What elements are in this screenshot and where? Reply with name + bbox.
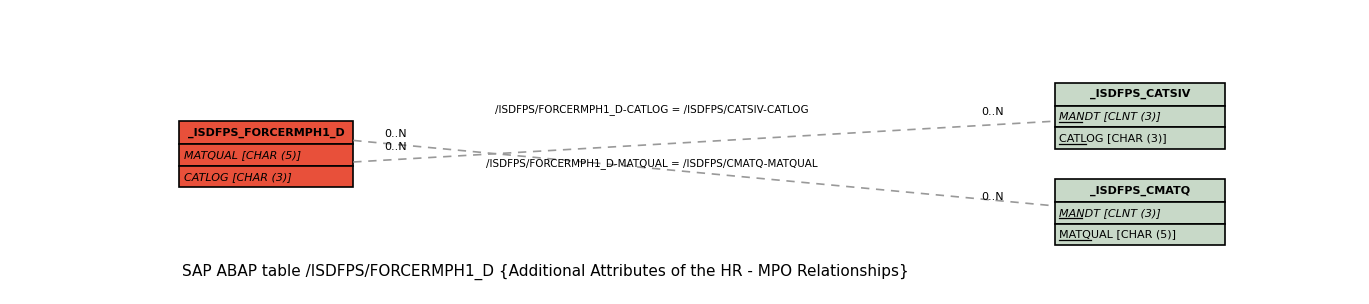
- Bar: [1054, 223, 1225, 245]
- Bar: [1054, 127, 1225, 149]
- Bar: [1054, 202, 1225, 223]
- Bar: [1054, 83, 1225, 106]
- Bar: [179, 144, 353, 166]
- Text: 0..N: 0..N: [982, 192, 1003, 202]
- Text: MATQUAL [CHAR (5)]: MATQUAL [CHAR (5)]: [183, 150, 301, 160]
- Text: MANDT [CLNT (3)]: MANDT [CLNT (3)]: [1060, 208, 1161, 218]
- Text: SAP ABAP table /ISDFPS/FORCERMPH1_D {Additional Attributes of the HR - MPO Relat: SAP ABAP table /ISDFPS/FORCERMPH1_D {Add…: [182, 264, 909, 280]
- Text: _ISDFPS_CATSIV: _ISDFPS_CATSIV: [1090, 89, 1190, 99]
- Text: MANDT [CLNT (3)]: MANDT [CLNT (3)]: [1060, 112, 1161, 122]
- Text: CATLOG [CHAR (3)]: CATLOG [CHAR (3)]: [183, 172, 292, 181]
- Text: _ISDFPS_FORCERMPH1_D: _ISDFPS_FORCERMPH1_D: [188, 128, 345, 138]
- Text: 0..N: 0..N: [385, 142, 407, 152]
- Bar: [1054, 179, 1225, 202]
- Text: /ISDFPS/FORCERMPH1_D-MATQUAL = /ISDFPS/CMATQ-MATQUAL: /ISDFPS/FORCERMPH1_D-MATQUAL = /ISDFPS/C…: [486, 158, 817, 169]
- Text: /ISDFPS/FORCERMPH1_D-CATLOG = /ISDFPS/CATSIV-CATLOG: /ISDFPS/FORCERMPH1_D-CATLOG = /ISDFPS/CA…: [494, 104, 809, 115]
- Text: 0..N: 0..N: [982, 107, 1003, 117]
- Bar: [179, 121, 353, 144]
- Text: MATQUAL [CHAR (5)]: MATQUAL [CHAR (5)]: [1060, 230, 1176, 239]
- Bar: [179, 166, 353, 187]
- Text: CATLOG [CHAR (3)]: CATLOG [CHAR (3)]: [1060, 133, 1166, 143]
- Text: 0..N: 0..N: [385, 129, 407, 139]
- Bar: [1054, 106, 1225, 127]
- Text: _ISDFPS_CMATQ: _ISDFPS_CMATQ: [1090, 185, 1190, 195]
